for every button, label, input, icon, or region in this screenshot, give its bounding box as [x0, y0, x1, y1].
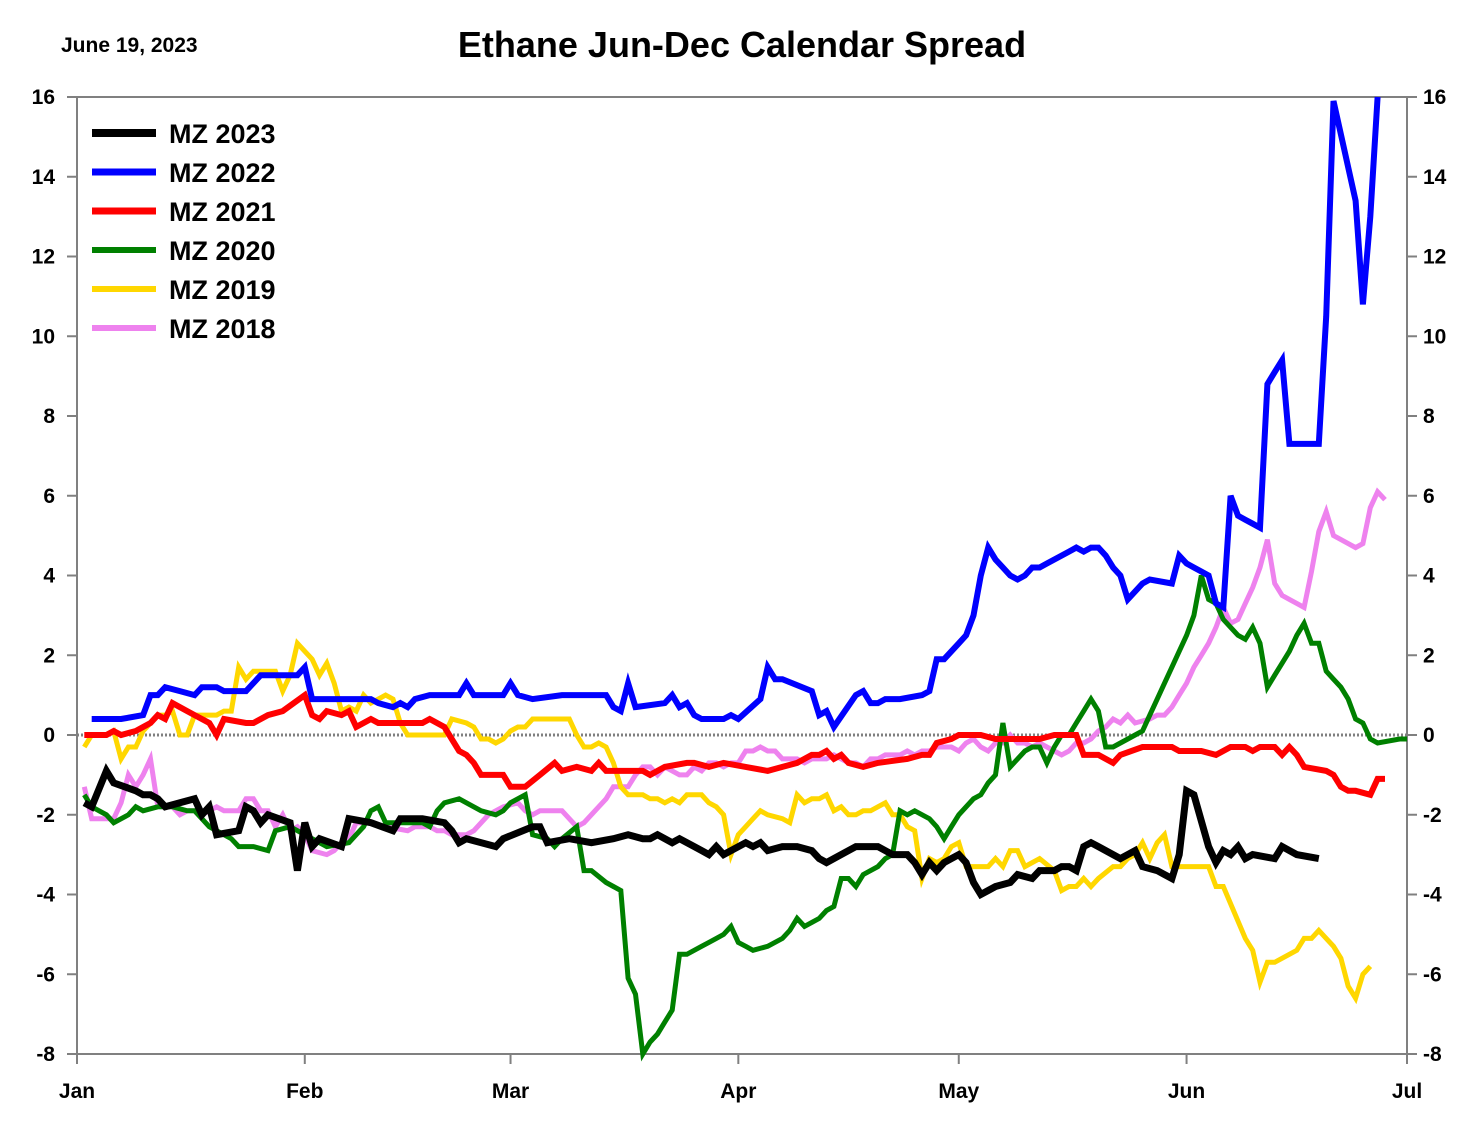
y-tick-label-left: 4 — [43, 565, 55, 588]
series-line-mz-2023 — [82, 763, 1320, 900]
series-line-mz-2021 — [84, 690, 1385, 799]
y-tick-label-right: 10 — [1423, 325, 1446, 348]
y-tick-label-right: 6 — [1423, 485, 1435, 508]
y-tick-label-left: -6 — [36, 963, 55, 986]
x-tick-label: Mar — [492, 1080, 529, 1103]
series-line-mz-2020 — [82, 574, 1407, 1062]
legend-label: MZ 2023 — [169, 119, 276, 149]
legend-label: MZ 2019 — [169, 275, 276, 305]
series-line-mz-2022 — [91, 96, 1381, 734]
x-tick-label: May — [938, 1080, 979, 1103]
chart-title: Ethane Jun-Dec Calendar Spread — [457, 24, 1027, 65]
y-tick-label-left: 10 — [32, 325, 55, 348]
x-tick-label: Jan — [59, 1080, 95, 1103]
y-tick-label-left: 6 — [43, 485, 55, 508]
y-tick-label-left: 0 — [43, 724, 55, 747]
y-tick-label-right: -8 — [1423, 1043, 1442, 1066]
axes: -8 -8 -6 -6 -4 -4 -2 -2 0 0 2 2 4 4 6 6 8 8 10 10 12 12 14 14 16… — [32, 86, 1447, 1103]
y-tick-label-right: 4 — [1423, 565, 1435, 588]
y-tick-label-left: -8 — [36, 1043, 55, 1066]
legend-label: MZ 2021 — [169, 197, 276, 227]
y-tick-label-right: 14 — [1423, 166, 1447, 189]
y-tick-label-right: -6 — [1423, 963, 1442, 986]
x-tick-label: Feb — [286, 1080, 323, 1103]
y-tick-label-left: 12 — [32, 246, 55, 269]
x-tick-label: Jul — [1392, 1080, 1422, 1103]
y-tick-label-right: 0 — [1423, 724, 1435, 747]
y-tick-label-right: -2 — [1423, 804, 1442, 827]
y-tick-label-left: -2 — [36, 804, 55, 827]
legend-label: MZ 2020 — [169, 236, 276, 266]
x-tick-label: Jun — [1168, 1080, 1205, 1103]
y-tick-label-right: 2 — [1423, 644, 1435, 667]
y-tick-label-left: -4 — [36, 884, 55, 907]
legend-label: MZ 2018 — [169, 314, 276, 344]
y-tick-label-left: 14 — [32, 166, 56, 189]
y-tick-label-left: 8 — [43, 405, 55, 428]
y-tick-label-right: 16 — [1423, 86, 1446, 109]
series-lines — [81, 96, 1407, 1062]
y-tick-label-right: 8 — [1423, 405, 1435, 428]
legend: MZ 2023 MZ 2022 MZ 2021 MZ 2020 MZ 2019 MZ 20… — [92, 119, 276, 344]
y-tick-label-left: 16 — [32, 86, 55, 109]
x-tick-label: Apr — [720, 1080, 756, 1103]
y-tick-label-right: -4 — [1423, 884, 1442, 907]
date-label: June 19, 2023 — [61, 34, 198, 57]
legend-label: MZ 2022 — [169, 158, 276, 188]
y-tick-label-right: 12 — [1423, 246, 1446, 269]
y-tick-label-left: 2 — [43, 644, 55, 667]
